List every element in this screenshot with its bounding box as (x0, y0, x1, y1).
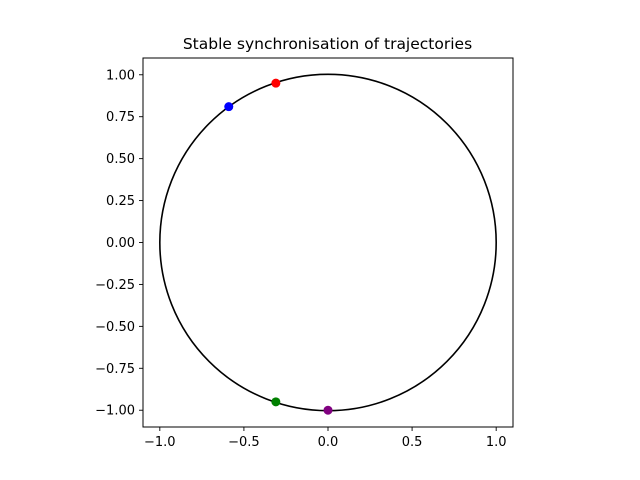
y-tick-label: 0.50 (106, 152, 135, 167)
trajectory-points (224, 78, 333, 415)
axes-frame (142, 57, 514, 428)
y-axis-ticks: 1.00 0.75 0.50 0.25 0.00 −0.25 −0.50 −0.75 −1.00 (95, 68, 143, 419)
x-tick-label: 1.0 (486, 435, 507, 450)
y-tick-label: −0.50 (95, 320, 135, 335)
unit-circle (159, 73, 497, 412)
trajectory-point (271, 78, 281, 88)
y-tick-label: 0.00 (106, 236, 135, 251)
x-tick-label: 0.0 (318, 435, 339, 450)
trajectory-point (271, 397, 281, 407)
trajectory-point (323, 405, 333, 415)
x-tick-label: −1.0 (144, 435, 176, 450)
x-axis-ticks: −1.0 −0.5 0.0 0.5 1.0 (144, 427, 507, 450)
y-tick-label: 1.00 (106, 68, 135, 83)
y-tick-label: −0.75 (95, 362, 135, 377)
y-tick-label: 0.75 (106, 110, 135, 125)
y-tick-label: −0.25 (95, 278, 135, 293)
trajectory-point (224, 102, 234, 112)
chart-title: Stable synchronisation of trajectories (183, 35, 472, 53)
y-tick-label: 0.25 (106, 194, 135, 209)
x-tick-label: −0.5 (228, 435, 260, 450)
y-tick-label: −1.00 (95, 404, 135, 419)
x-tick-label: 0.5 (402, 435, 423, 450)
plot-area (142, 57, 514, 428)
